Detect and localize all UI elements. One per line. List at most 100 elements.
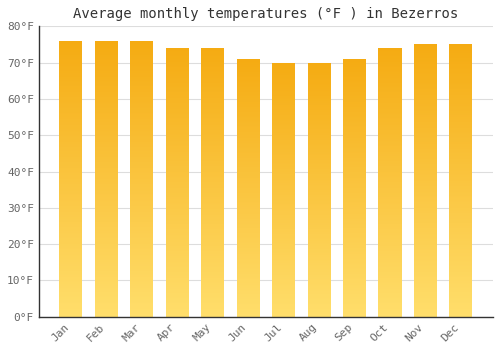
Bar <box>308 234 330 236</box>
Bar <box>378 222 402 223</box>
Bar <box>450 242 472 243</box>
Bar <box>272 264 295 265</box>
Bar <box>201 276 224 278</box>
Bar <box>308 265 330 266</box>
Bar <box>414 288 437 289</box>
Bar <box>378 129 402 130</box>
Bar <box>201 78 224 79</box>
Bar <box>343 92 366 94</box>
Bar <box>343 258 366 259</box>
Bar <box>378 102 402 103</box>
Bar <box>166 203 189 204</box>
Bar <box>95 201 118 202</box>
Bar <box>272 133 295 134</box>
Bar <box>60 168 82 169</box>
Bar <box>201 51 224 52</box>
Bar <box>166 235 189 236</box>
Bar <box>308 141 330 143</box>
Bar <box>272 257 295 258</box>
Bar <box>272 176 295 177</box>
Bar <box>95 268 118 270</box>
Bar <box>60 170 82 172</box>
Bar <box>130 231 154 233</box>
Bar <box>236 83 260 85</box>
Bar <box>60 238 82 239</box>
Bar <box>166 313 189 314</box>
Bar <box>166 223 189 224</box>
Bar <box>343 140 366 141</box>
Bar <box>272 214 295 215</box>
Bar <box>236 301 260 303</box>
Bar <box>95 211 118 212</box>
Bar <box>166 196 189 197</box>
Bar <box>130 133 154 135</box>
Bar <box>414 76 437 77</box>
Bar <box>414 130 437 132</box>
Bar <box>201 287 224 289</box>
Bar <box>60 157 82 158</box>
Bar <box>414 243 437 245</box>
Bar <box>130 110 154 111</box>
Bar <box>130 52 154 53</box>
Bar <box>236 314 260 315</box>
Bar <box>201 163 224 165</box>
Bar <box>236 175 260 176</box>
Bar <box>95 59 118 60</box>
Bar <box>272 316 295 317</box>
Bar <box>343 124 366 125</box>
Bar <box>308 150 330 152</box>
Bar <box>414 292 437 294</box>
Bar <box>236 264 260 265</box>
Bar <box>378 230 402 231</box>
Bar <box>95 117 118 118</box>
Bar <box>450 231 472 232</box>
Bar <box>166 108 189 110</box>
Bar <box>130 151 154 153</box>
Bar <box>343 233 366 234</box>
Bar <box>378 238 402 239</box>
Bar <box>450 60 472 61</box>
Bar <box>130 118 154 119</box>
Bar <box>414 232 437 234</box>
Bar <box>272 80 295 82</box>
Bar <box>272 265 295 266</box>
Bar <box>378 144 402 145</box>
Bar <box>130 56 154 57</box>
Bar <box>95 78 118 79</box>
Bar <box>95 288 118 289</box>
Bar <box>414 310 437 312</box>
Bar <box>130 144 154 146</box>
Bar <box>236 154 260 156</box>
Bar <box>414 153 437 155</box>
Bar <box>414 46 437 47</box>
Bar <box>130 315 154 317</box>
Bar <box>130 160 154 161</box>
Bar <box>236 236 260 237</box>
Bar <box>450 249 472 250</box>
Bar <box>130 170 154 172</box>
Bar <box>201 262 224 263</box>
Bar <box>414 247 437 249</box>
Bar <box>450 239 472 240</box>
Bar <box>378 105 402 106</box>
Bar <box>308 289 330 290</box>
Bar <box>95 118 118 119</box>
Bar <box>130 251 154 252</box>
Bar <box>343 203 366 205</box>
Bar <box>378 209 402 211</box>
Bar <box>378 272 402 274</box>
Bar <box>60 311 82 313</box>
Bar <box>272 130 295 131</box>
Bar <box>166 185 189 187</box>
Bar <box>378 275 402 276</box>
Bar <box>130 60 154 62</box>
Bar <box>378 278 402 279</box>
Bar <box>272 205 295 206</box>
Bar <box>236 176 260 177</box>
Bar <box>236 277 260 278</box>
Bar <box>166 79 189 80</box>
Bar <box>201 89 224 90</box>
Bar <box>130 89 154 91</box>
Bar <box>236 215 260 216</box>
Bar <box>414 57 437 58</box>
